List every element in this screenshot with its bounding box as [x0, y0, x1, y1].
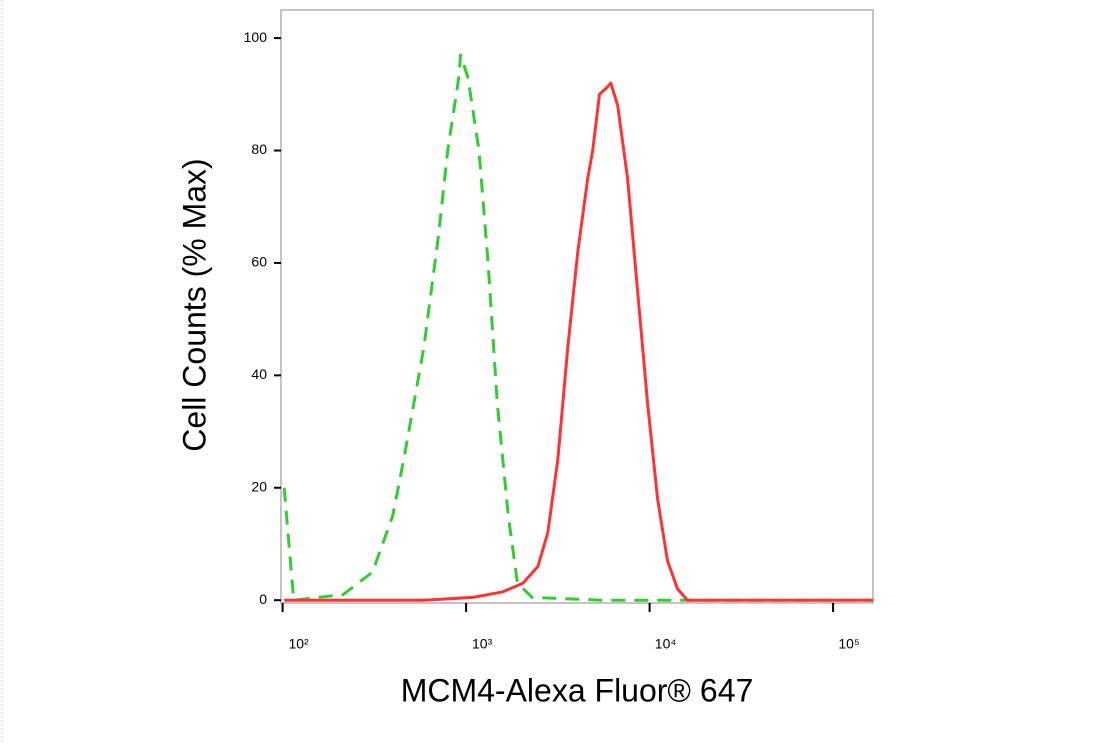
y-tick-label: 80 — [251, 141, 267, 157]
series-line — [284, 81, 873, 602]
x-tick-label: 10⁴ — [655, 636, 677, 652]
y-tick-label: 100 — [244, 29, 268, 45]
x-tick-label: 10³ — [472, 636, 493, 652]
x-axis-label: MCM4-Alexa Fluor® 647 — [401, 672, 754, 708]
x-tick-label: 10² — [288, 636, 309, 652]
y-axis-label: Cell Counts (% Max) — [176, 158, 212, 451]
y-tick-label: 20 — [251, 478, 267, 494]
y-tick-label: 60 — [251, 254, 267, 270]
series-line — [282, 53, 873, 602]
x-tick-label: 10⁵ — [838, 636, 859, 652]
y-tick-label: 40 — [251, 366, 267, 382]
plot-frame — [280, 9, 874, 604]
y-tick-label: 0 — [259, 591, 267, 607]
